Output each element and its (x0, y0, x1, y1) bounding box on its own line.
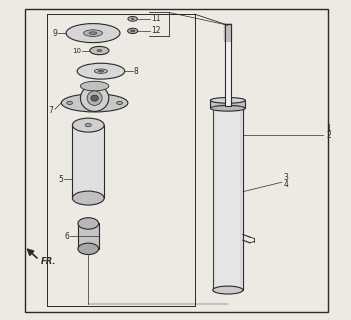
Ellipse shape (91, 95, 98, 101)
Ellipse shape (128, 16, 138, 21)
Ellipse shape (117, 101, 122, 105)
Ellipse shape (210, 98, 245, 103)
Text: 5: 5 (59, 174, 64, 184)
Text: 6: 6 (64, 232, 69, 241)
Ellipse shape (80, 81, 109, 91)
Ellipse shape (85, 124, 92, 127)
Bar (72, 125, 104, 198)
Text: FR.: FR. (41, 257, 56, 266)
Ellipse shape (72, 191, 104, 205)
Ellipse shape (78, 218, 99, 229)
Ellipse shape (61, 94, 128, 112)
Bar (213, 106, 243, 290)
Text: 7: 7 (48, 106, 53, 115)
Ellipse shape (131, 18, 134, 20)
Bar (225, 24, 231, 106)
Text: 9: 9 (52, 28, 57, 38)
Ellipse shape (89, 32, 97, 35)
Ellipse shape (131, 30, 134, 32)
Text: 8: 8 (134, 67, 138, 76)
Text: 2: 2 (326, 131, 331, 140)
Ellipse shape (66, 24, 120, 43)
Ellipse shape (213, 286, 243, 294)
Ellipse shape (78, 243, 99, 254)
Ellipse shape (80, 85, 109, 111)
Bar (210, 100, 245, 108)
Text: 12: 12 (151, 26, 160, 36)
Ellipse shape (77, 63, 125, 79)
Text: 3: 3 (283, 173, 288, 182)
Ellipse shape (98, 70, 104, 72)
Ellipse shape (72, 118, 104, 132)
Ellipse shape (87, 91, 102, 105)
Text: 10: 10 (72, 48, 81, 53)
Ellipse shape (94, 69, 107, 73)
Ellipse shape (84, 30, 102, 36)
Ellipse shape (210, 105, 245, 111)
Bar (78, 223, 99, 249)
Ellipse shape (90, 46, 109, 55)
Ellipse shape (97, 50, 102, 52)
Ellipse shape (67, 101, 73, 105)
Text: 4: 4 (283, 180, 288, 188)
Text: 1: 1 (326, 124, 331, 133)
Text: 11: 11 (151, 14, 160, 23)
Ellipse shape (128, 28, 138, 34)
